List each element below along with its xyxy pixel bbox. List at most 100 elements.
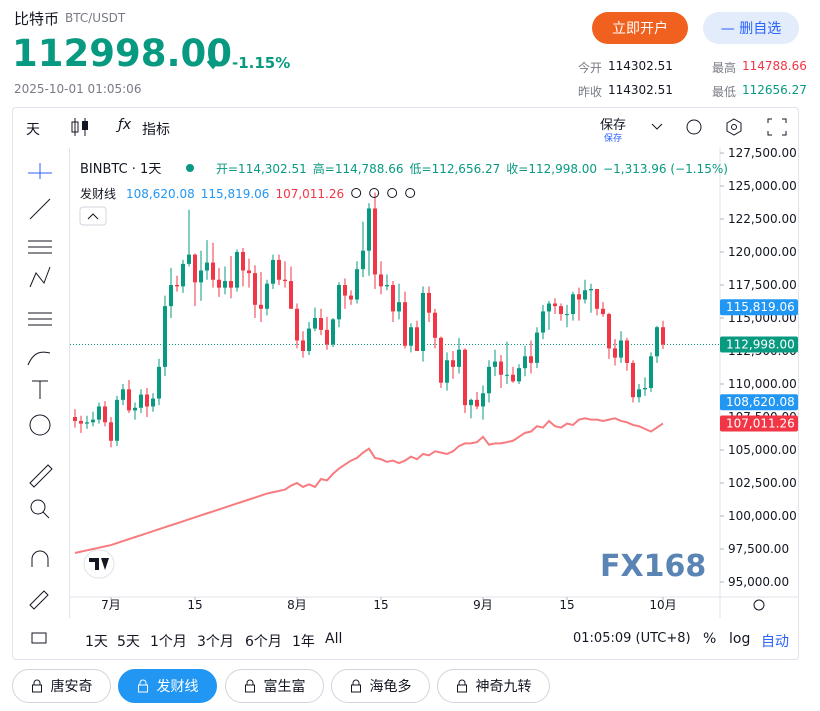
stat-label: 最高 [712, 61, 737, 75]
tab[interactable]: 神奇九转 [437, 669, 550, 703]
stat-value: 114302.51 [608, 59, 673, 73]
candle-body [235, 252, 239, 288]
stat-label: 今开 [578, 61, 603, 75]
candle-body [109, 422, 113, 441]
y-tick-label: 120,000.00 [728, 245, 797, 259]
price-tag-label: 115,819.06 [726, 300, 795, 314]
candle-body [427, 292, 431, 313]
interval[interactable]: 天 [26, 122, 40, 138]
tab[interactable]: 发财线 [118, 669, 217, 703]
candle-body [325, 329, 329, 345]
candle-body [307, 328, 311, 352]
candle-body [535, 332, 539, 363]
lock-icon [31, 679, 42, 693]
candle-body [403, 302, 407, 346]
save[interactable]: 保存 [600, 118, 627, 133]
candle-body [511, 374, 515, 382]
indicators[interactable]: 指标 [142, 122, 170, 138]
candle-body [361, 250, 365, 270]
range-button[interactable]: 1个月 [150, 634, 187, 650]
log-toggle[interactable]: log [729, 631, 751, 647]
watermark: FX168 [600, 549, 706, 584]
price-tag [720, 394, 798, 411]
candle-body [607, 314, 611, 349]
candle-body [469, 399, 473, 406]
candle-body [355, 269, 359, 300]
candle-body [529, 356, 533, 363]
candle-body [577, 294, 581, 300]
candle-body [553, 303, 557, 307]
x-tick-label: 7月 [101, 598, 121, 612]
candle-body [127, 389, 131, 411]
tab[interactable]: 海龟多 [331, 669, 430, 703]
indicator-value: 108,620.08 [126, 187, 195, 201]
candle-body [619, 340, 623, 358]
hide-icon [405, 188, 416, 198]
toolbar-divider [69, 148, 70, 618]
candle-body [439, 337, 443, 383]
save-sub: 保存 [604, 134, 623, 144]
candle-body [559, 306, 563, 315]
candle-icon[interactable] [70, 116, 90, 138]
candle-body [283, 279, 287, 282]
candle-body [571, 294, 575, 315]
candle-body [247, 270, 251, 274]
candle-body [181, 263, 185, 287]
candle-body [631, 362, 635, 398]
range-button[interactable]: 1年 [292, 634, 315, 650]
tab[interactable]: 富生富 [225, 669, 324, 703]
candle-body [583, 290, 587, 300]
range-button[interactable]: 1天 [85, 634, 108, 650]
candle-body [337, 285, 341, 320]
y-tick-label: 100,000.00 [728, 509, 797, 523]
price-tag [720, 336, 798, 353]
x-tick-label: 15 [559, 598, 574, 612]
remove-watch-button[interactable]: — 删自选 [703, 12, 799, 44]
hide-icon [369, 188, 380, 198]
candle-body [121, 389, 125, 400]
candle-body [655, 327, 659, 357]
candle-body [289, 281, 293, 309]
range-button[interactable]: 6个月 [245, 634, 282, 650]
percent-toggle[interactable]: % [703, 631, 717, 647]
price-tag-label: 112,998.00 [726, 337, 795, 351]
candle-body [187, 254, 191, 264]
candle-body [565, 314, 569, 316]
candle-body [301, 340, 305, 352]
auto-toggle[interactable]: 自动 [761, 634, 789, 650]
candle-body [415, 327, 419, 352]
tab-label: 海龟多 [369, 679, 412, 695]
candle-body [133, 407, 137, 411]
range-button[interactable]: 5天 [117, 634, 140, 650]
ohlc-legend: 高=114,788.66 [313, 161, 404, 176]
candle-body [103, 406, 107, 423]
range-button[interactable]: All [325, 631, 343, 647]
stat-label: 昨收 [578, 85, 603, 99]
candle-body [91, 419, 95, 423]
tab[interactable]: 唐安奇 [12, 669, 111, 703]
stat-value: 114788.66 [742, 59, 807, 73]
tab-label: 富生富 [263, 679, 306, 695]
candle-body [625, 340, 629, 363]
stat-value: 112656.27 [742, 83, 807, 97]
candle-body [265, 283, 269, 309]
candle-body [295, 308, 299, 341]
fx-icon[interactable]: ƒx [118, 117, 132, 133]
candle-body [637, 389, 641, 398]
y-tick-label: 125,000.00 [728, 179, 797, 193]
candle-body [229, 281, 233, 288]
price-tag-label: 108,620.08 [726, 395, 795, 409]
candle-body [649, 356, 653, 388]
x-tick-label: 10月 [649, 598, 676, 612]
indicator-line [74, 417, 664, 554]
price-tag [720, 415, 798, 432]
open-account-button[interactable]: 立即开户 [592, 12, 688, 44]
candle-body [661, 327, 665, 345]
candle-body [313, 318, 317, 329]
y-tick-label: 105,000.00 [728, 443, 797, 457]
range-button[interactable]: 3个月 [197, 634, 234, 650]
candle-body [457, 349, 461, 367]
y-tick-label: 127,500.00 [728, 146, 797, 160]
candle-body [517, 368, 521, 382]
